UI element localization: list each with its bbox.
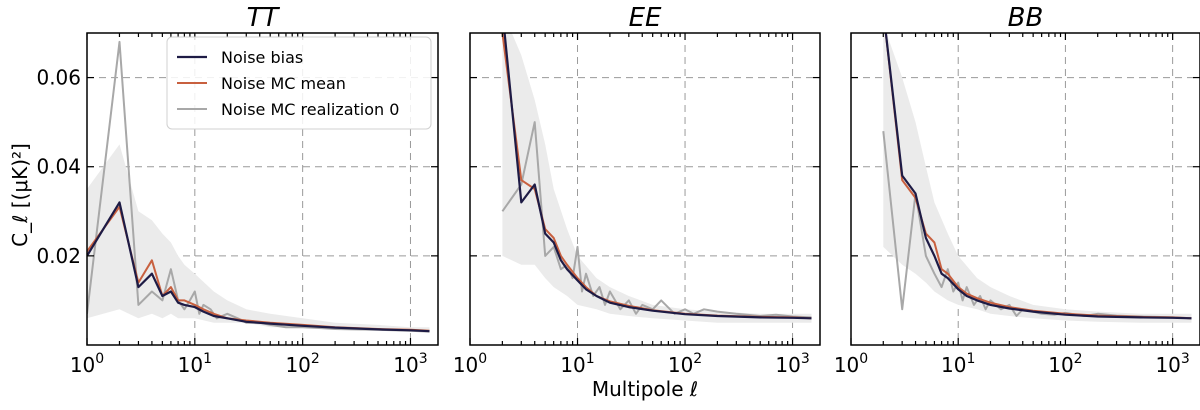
panel-tt-spread-band <box>87 144 430 332</box>
legend: Noise bias Noise MC mean Noise MC realizat… <box>166 36 432 130</box>
legend-label-mc-realization-0: Noise MC realization 0 <box>221 100 399 119</box>
panel-bb-line-noise-bias <box>884 33 1192 320</box>
x-tick-label: 102 <box>1048 351 1082 377</box>
panel-bb-spread-band <box>883 33 1192 323</box>
legend-label-mc-mean: Noise MC mean <box>221 74 346 93</box>
panel-ee-line-mc-realization-0 <box>501 121 812 319</box>
x-tick-label: 103 <box>775 351 809 377</box>
x-tick-label: 101 <box>941 351 975 377</box>
x-tick-label: 100 <box>70 351 104 377</box>
panel-ee-line-noise-bias <box>503 33 812 320</box>
y-tick-label: 0.04 <box>36 155 81 179</box>
x-tick-label: 103 <box>393 351 427 377</box>
y-tick-label: 0.02 <box>36 244 81 268</box>
x-tick-label: 100 <box>453 351 487 377</box>
y-tick-label: 0.06 <box>36 66 81 90</box>
y-axis-label: C_ℓ [(μK)²] <box>8 143 32 247</box>
legend-label-noise-bias: Noise bias <box>221 48 303 67</box>
x-tick-label: 102 <box>285 351 319 377</box>
panel-title-tt: TT <box>247 3 281 33</box>
panel-tt-frame <box>86 32 439 346</box>
x-tick-label: 101 <box>178 351 212 377</box>
x-tick-label: 100 <box>834 351 868 377</box>
legend-box <box>166 36 432 130</box>
x-tick-label: 101 <box>560 351 594 377</box>
panel-bb-plot-area <box>882 33 1192 323</box>
x-tick-label: 102 <box>668 351 702 377</box>
panel-tt-plot-area <box>87 40 430 333</box>
panel-bb-frame <box>850 32 1200 346</box>
panel-title-bb: BB <box>1008 3 1044 33</box>
panel-ee-plot-area <box>501 33 812 323</box>
x-tick-label: 103 <box>1155 351 1189 377</box>
panel-ee-frame <box>469 32 821 346</box>
panel-tt-line-noise-bias <box>87 201 430 333</box>
x-axis-label: Multipole ℓ <box>592 377 698 401</box>
panel-title-ee: EE <box>629 3 662 33</box>
